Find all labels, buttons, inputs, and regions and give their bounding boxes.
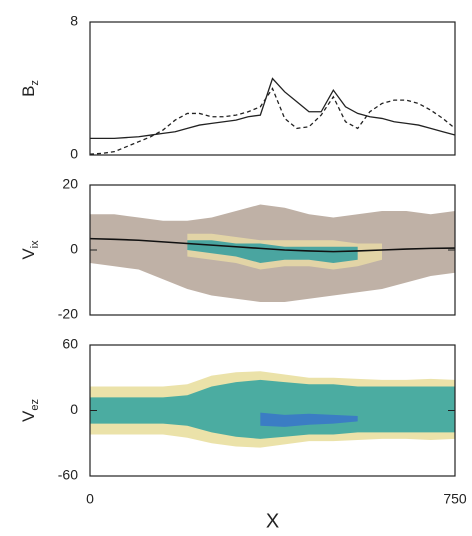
x-tick-label: 750 [443,491,467,507]
particle-band [90,379,455,439]
line [89,87,456,155]
y-label-sub: z [29,80,41,86]
y-label-main: V [19,248,38,260]
y-axis-label: Bz [19,80,40,97]
y-label-main: V [19,410,38,422]
y-tick-label: 8 [70,13,78,29]
y-label-sub: ix [29,240,41,248]
y-tick-label: 0 [70,146,78,162]
y-tick-label: 0 [70,241,78,257]
x-tick-label: 0 [86,491,94,507]
y-label-sub: ez [29,399,41,411]
particle-band [260,412,358,427]
line [90,77,456,140]
y-tick-label: -60 [58,467,78,483]
y-axis-label: Vix [19,240,40,260]
y-label-main: B [19,86,38,97]
y-tick-label: 60 [62,336,78,352]
mean-line [89,237,456,253]
panel-frame [89,21,456,156]
x-axis-label: X [266,510,279,532]
y-tick-label: 0 [70,401,78,417]
y-tick-label: -20 [58,306,78,322]
y-tick-label: 20 [62,176,78,192]
y-axis-label: Vez [19,399,40,422]
